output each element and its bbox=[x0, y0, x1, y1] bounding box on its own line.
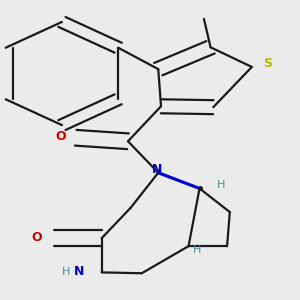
Text: H: H bbox=[61, 266, 70, 277]
Text: S: S bbox=[263, 57, 272, 70]
Text: H: H bbox=[193, 245, 201, 255]
Text: O: O bbox=[32, 231, 43, 244]
Text: O: O bbox=[55, 130, 66, 143]
Text: N: N bbox=[74, 265, 85, 278]
Text: N: N bbox=[152, 163, 162, 176]
Text: H: H bbox=[218, 180, 226, 190]
